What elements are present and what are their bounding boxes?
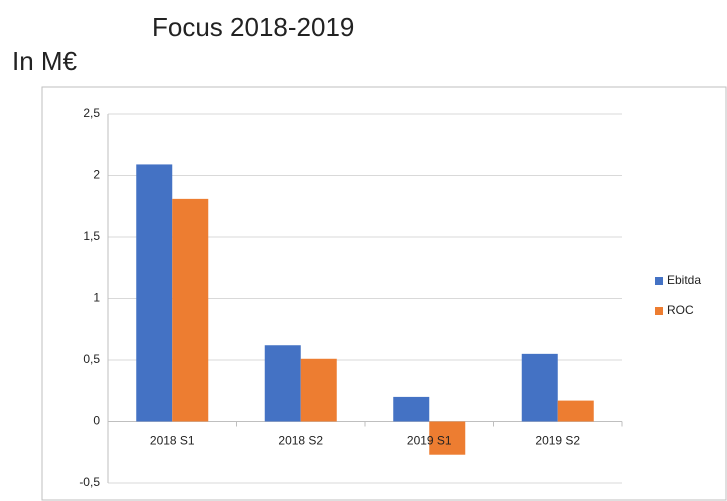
bar	[557, 400, 594, 422]
bar	[172, 198, 209, 422]
y-tick-label: 0	[93, 414, 100, 428]
legend-swatch	[655, 307, 663, 315]
chart-frame	[41, 86, 727, 501]
x-tick-label: 2018 S1	[150, 434, 195, 448]
bar	[136, 164, 173, 422]
y-tick-label: 2,5	[83, 106, 100, 120]
bar	[429, 421, 466, 455]
bar	[300, 358, 337, 422]
chart-subtitle: In M€	[12, 46, 78, 76]
y-tick-label: 0,5	[83, 352, 100, 366]
bar	[521, 353, 558, 422]
legend-label: Ebitda	[667, 273, 701, 287]
bar	[264, 345, 301, 422]
legend-swatch	[655, 277, 663, 285]
y-tick-label: 1	[93, 291, 100, 305]
legend-label: ROC	[667, 303, 694, 317]
bar	[393, 396, 430, 422]
chart-title: Focus 2018-2019	[152, 12, 354, 42]
y-tick-label: 2	[93, 168, 100, 182]
x-tick-label: 2019 S2	[535, 434, 580, 448]
y-tick-label: -0,5	[79, 475, 100, 489]
y-tick-label: 1,5	[83, 229, 100, 243]
x-tick-label: 2019 S1	[407, 434, 452, 448]
x-tick-label: 2018 S2	[278, 434, 323, 448]
